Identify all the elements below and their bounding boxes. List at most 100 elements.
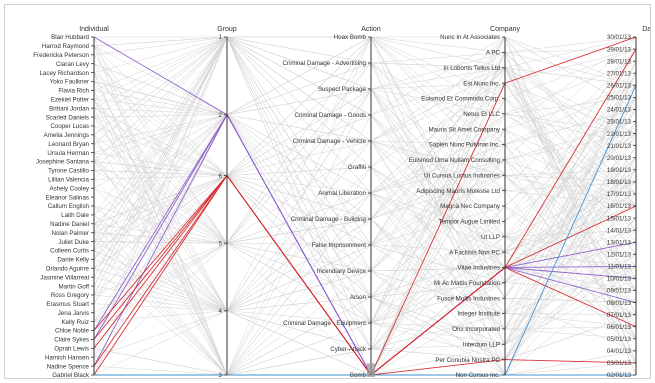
tick-label: 02/01/13	[607, 372, 632, 379]
tick-label: Yoko Faulkner	[50, 79, 89, 86]
tick-label: Nadine Spence	[47, 363, 90, 370]
tick-label: Nolan Palmer	[52, 230, 90, 237]
tick-label: Orci Incorporated	[452, 326, 500, 333]
tick-label: 23/01/13	[607, 119, 632, 126]
tick-label: 26/01/13	[607, 82, 632, 89]
tick-label: 24/01/13	[607, 107, 632, 114]
tick-label: Ashely Cooley	[49, 185, 89, 192]
tick-label: Tempor Augue Limited	[438, 219, 500, 226]
tick-label: Criminal Damage - Advertising	[282, 60, 366, 67]
tick-label: Lacey Richardson	[39, 70, 89, 77]
tick-label: 11/01/13	[607, 264, 631, 271]
tick-label: 07/01/13	[607, 312, 632, 319]
tick-label: Jasmine Villarreal	[40, 274, 89, 281]
tick-label: 4	[219, 308, 223, 315]
tick-label: 28/01/13	[607, 58, 632, 65]
tick-label: Leonard Bryan	[48, 141, 89, 148]
tick-label: 3	[219, 372, 223, 379]
tick-label: Kelly Ruiz	[61, 319, 89, 326]
tick-label: Eleanor Salinas	[46, 194, 89, 201]
tick-label: 12/01/13	[607, 251, 632, 258]
background-line	[93, 229, 637, 376]
tick-label: Criminal Damage - Building	[291, 216, 367, 223]
tick-label: False Imprisonment	[312, 242, 367, 249]
axis-title: Action	[361, 26, 381, 33]
tick-label: Graffiti	[348, 164, 366, 171]
tick-label: Callum English	[48, 203, 90, 210]
tick-label: Colleen Curtis	[50, 248, 89, 255]
tick-label: Ezekiel Potter	[51, 96, 89, 103]
tick-label: Ut Cursus Luctus Industries	[424, 172, 500, 179]
tick-label: Bomb	[350, 372, 367, 379]
tick-label: Hoax Bomb	[334, 34, 367, 41]
tick-label: Claire Sykes	[54, 337, 89, 344]
tick-label: 15/01/13	[607, 215, 632, 222]
tick-label: Non Cursus Inc.	[456, 372, 501, 379]
tick-label: Euismod Urna Nullam Consulting	[409, 157, 501, 164]
tick-label: Lillian Valencia	[48, 177, 89, 184]
tick-label: Cooper Lucas	[50, 123, 89, 130]
tick-label: Ciaran Levy	[56, 61, 90, 68]
tick-label: Gabriel Black	[52, 372, 90, 379]
tick-label: 2	[219, 112, 223, 119]
tick-label: 03/01/13	[607, 360, 632, 367]
tick-label: 29/01/13	[607, 46, 632, 53]
tick-label: 04/01/13	[607, 348, 632, 355]
tick-label: 22/01/13	[607, 131, 632, 138]
tick-label: 14/01/13	[607, 227, 632, 234]
tick-label: 08/01/13	[607, 300, 632, 307]
tick-label: Vitae Industries	[457, 265, 500, 272]
tick-label: Fredericka Peterson	[33, 52, 89, 59]
tick-label: 30/01/13	[607, 34, 632, 41]
tick-label: Brittani Jordan	[49, 105, 89, 112]
tick-label: Martin Goff	[59, 283, 90, 290]
tick-label: A Facilisis Non PC	[449, 249, 500, 256]
tick-label: 6	[219, 173, 223, 180]
tick-label: Criminal Damage - Goods	[294, 112, 366, 119]
axis-brush[interactable]	[367, 363, 375, 377]
tick-label: 21/01/13	[607, 143, 632, 150]
tick-label: Josephine Santana	[36, 159, 90, 166]
axis-title: Individual	[79, 26, 109, 33]
tick-label: Scarlett Daniels	[46, 114, 89, 121]
tick-label: 27/01/13	[607, 70, 632, 77]
background-line	[93, 36, 637, 171]
tick-label: Juliet Duke	[58, 239, 89, 246]
axis-title: Date	[642, 26, 651, 33]
tick-label: Magna Nec Company	[440, 203, 501, 210]
tick-label: 10/01/13	[607, 276, 632, 283]
tick-label: Euismod Et Commodo Corp.	[421, 96, 500, 103]
tick-label: A PC	[486, 50, 501, 57]
tick-label: 18/01/13	[607, 179, 632, 186]
tick-label: Orlando Aguirre	[46, 265, 90, 272]
tick-label: Mauris Sit Amet Company	[428, 126, 500, 133]
tick-label: Blair Hubbard	[51, 34, 89, 41]
axis-date[interactable]: Date 30/01/13 29/01/13 28/01/13 27/01/13 26/0…	[607, 26, 651, 379]
tick-label: Ursula Herman	[47, 150, 89, 157]
axis-title: Company	[490, 26, 520, 33]
tick-label: 06/01/13	[607, 324, 632, 331]
axis-title: Group	[217, 26, 237, 33]
tick-label: Nadine Daniel	[50, 221, 89, 228]
tick-label: Criminal Damage - Vehicle	[293, 138, 367, 145]
tick-label: Adipiscing Mauris Molestie Ltd	[416, 188, 500, 195]
tick-label: Fusce Mollis Industries	[437, 295, 500, 302]
tick-label: Flavia Rich	[58, 88, 89, 95]
background-line	[93, 242, 637, 376]
tick-label: Cyber-Attack	[330, 346, 367, 353]
chart-frame: Individual Blair Hubbard Harrod Raymond Fre…	[4, 4, 651, 379]
tick-label: Laith Dale	[61, 212, 89, 219]
tick-label: Oprah Lewis	[54, 346, 89, 353]
tick-label: 16/01/13	[607, 203, 632, 210]
tick-label: Arson	[350, 294, 367, 301]
tick-label: Hamish Hansen	[45, 354, 90, 361]
tick-label: Criminal Damage - Equipment	[283, 320, 366, 327]
tick-label: 17/01/13	[607, 191, 632, 198]
tick-label: Jena Jarvis	[58, 310, 89, 317]
tick-label: Dante Kelly	[57, 257, 90, 264]
